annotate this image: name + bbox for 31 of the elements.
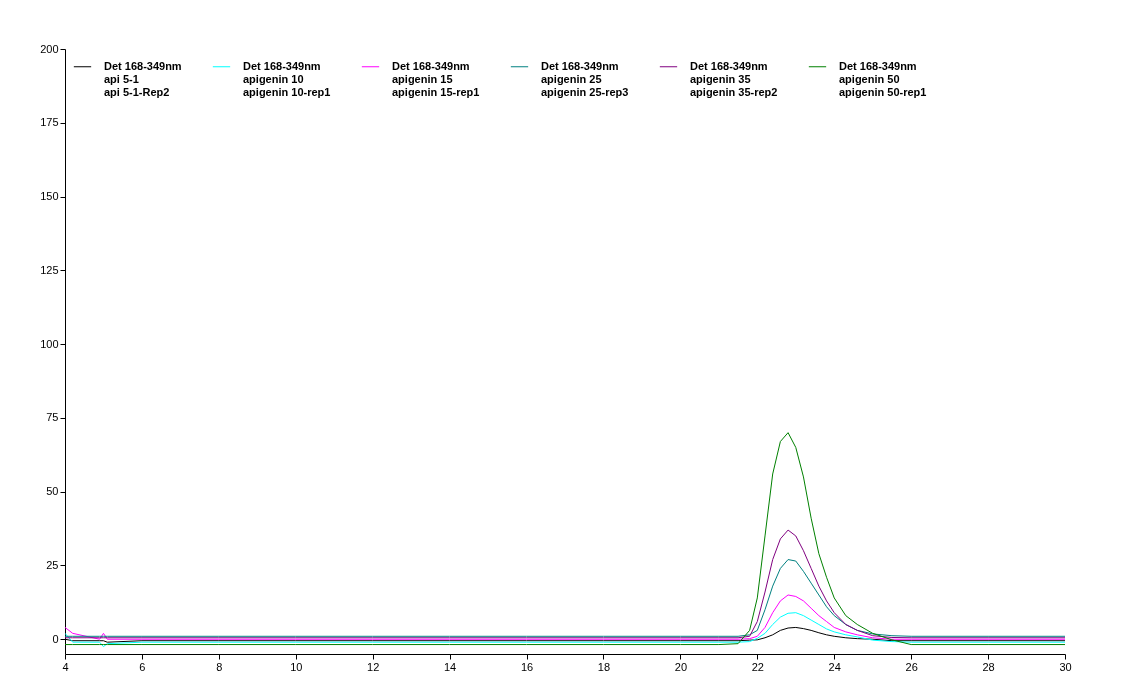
x-tick-label: 28 [982,660,995,673]
line-series [65,529,1065,639]
legend-label: Det 168-349nm api 5-1 api 5-1-Rep2 [104,59,182,98]
y-tick-label: 125 [40,263,59,276]
x-tick-label: 22 [751,660,764,673]
y-tick-label: 50 [46,485,59,498]
y-tick-label: 25 [46,558,59,571]
x-tick-label: 16 [520,660,534,673]
x-tick-label: 10 [290,660,303,673]
y-tick-label: 75 [46,411,59,424]
x-tick-label: 18 [597,660,611,673]
x-tick-label: 30 [1059,660,1072,673]
y-tick-label: 200 [40,42,59,55]
legend-label: Det 168-349nm apigenin 25 apigenin 25-rep3 [541,59,629,98]
x-tick-label: 12 [367,660,380,673]
legend-label: Det 168-349nm apigenin 15 apigenin 15-rep1 [392,59,480,98]
x-tick-label: 24 [828,660,841,673]
y-tick-label: 175 [40,116,59,129]
legend-label: Det 168-349nm apigenin 50 apigenin 50-rep1 [839,59,927,98]
y-tick-label: 0 [52,632,59,645]
y-tick-label: 150 [40,190,59,203]
x-tick-label: 8 [216,660,223,673]
legend-label: Det 168-349nm apigenin 35 apigenin 35-rep2 [690,59,778,98]
line-series [65,559,1065,637]
y-tick-label: 100 [40,337,59,350]
x-tick-label: 20 [674,660,688,673]
x-tick-label: 6 [139,660,146,673]
legend-label: Det 168-349nm apigenin 10 apigenin 10-rep1 [243,59,331,98]
x-tick-label: 14 [443,660,457,673]
x-tick-label: 4 [62,660,69,673]
x-tick-label: 26 [905,660,918,673]
